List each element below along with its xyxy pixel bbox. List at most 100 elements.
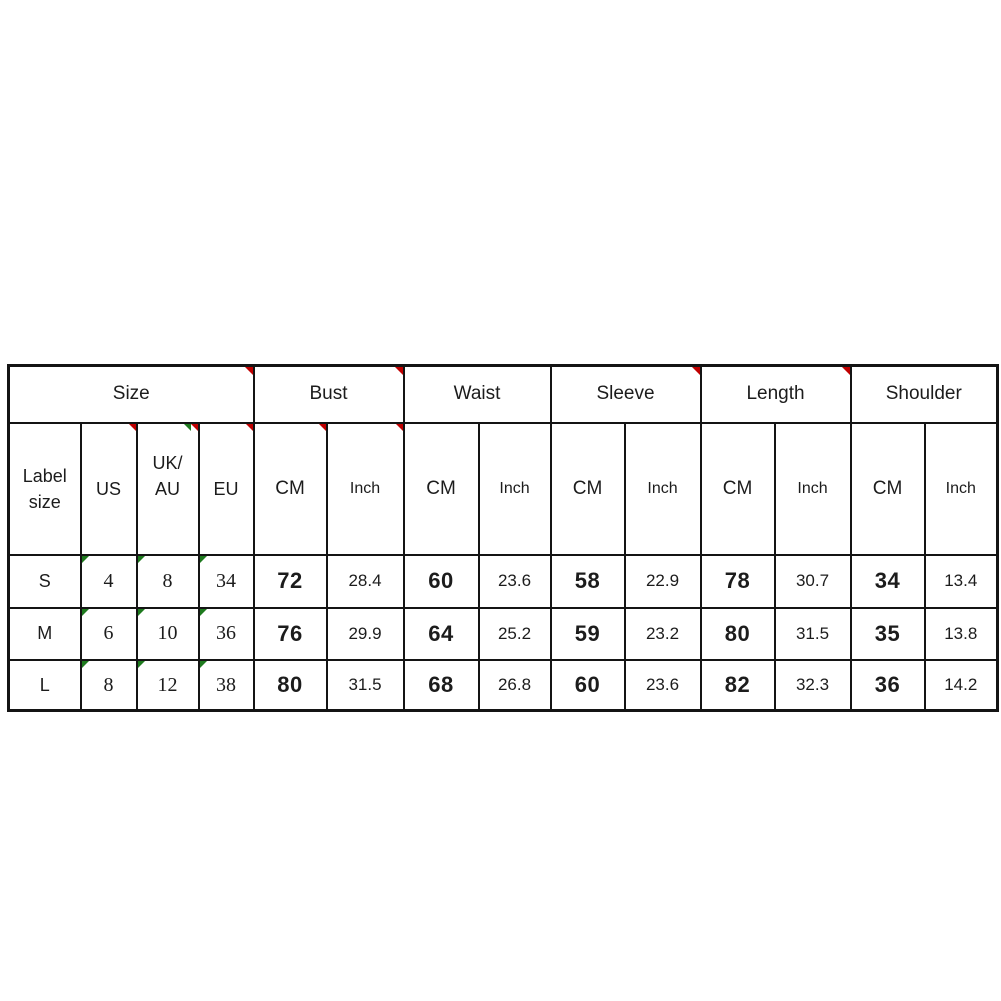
data-cell: 76 — [252, 606, 328, 661]
group-header-waist: Waist — [402, 364, 552, 424]
data-cell-value: 34 — [216, 569, 236, 592]
data-cell: 80 — [252, 658, 328, 712]
comment-marker-icon — [318, 424, 325, 431]
data-cell-value: 12 — [157, 673, 178, 696]
data-cell: 36 — [197, 606, 255, 661]
data-cell: 4 — [79, 553, 138, 609]
unit-header-eu: EU — [197, 421, 255, 556]
comment-marker-icon — [190, 424, 197, 431]
data-cell: 60 — [549, 658, 626, 712]
data-cell: 13.8 — [923, 606, 999, 661]
data-cell: 14.2 — [923, 658, 999, 712]
group-header-shoulder-label: Shoulder — [885, 383, 962, 405]
data-cell: 12 — [135, 658, 200, 712]
error-flag-icon — [200, 556, 207, 563]
unit-header-uk-au: UK/ AU — [135, 421, 200, 556]
size-chart-table: Size Bust Waist Sleeve Length Shoulder — [7, 364, 999, 713]
data-cell: 13.4 — [923, 553, 999, 609]
error-flag-icon — [82, 661, 89, 668]
data-cell: 23.2 — [623, 606, 702, 661]
error-flag-icon — [200, 609, 207, 616]
data-cell-value: 6 — [103, 622, 114, 645]
table-row-l: L 8 12 38 80 31.5 68 26.8 60 23.6 82 32.… — [7, 658, 999, 712]
error-flag-icon — [138, 609, 145, 616]
data-cell: 68 — [402, 658, 480, 712]
size-chart: Size Bust Waist Sleeve Length Shoulder — [7, 364, 999, 713]
comment-marker-icon — [245, 424, 252, 431]
data-cell: 32.3 — [773, 658, 852, 712]
data-cell: 30.7 — [773, 553, 852, 609]
data-cell: 80 — [699, 606, 776, 661]
data-cell: 36 — [849, 658, 926, 712]
data-cell-value: 8 — [103, 673, 114, 696]
data-cell: 72 — [252, 553, 328, 609]
unit-header-row: Label size US UK/ AU EU CM Inch — [7, 421, 999, 556]
data-cell: 34 — [849, 553, 926, 609]
unit-header-us: US — [79, 421, 138, 556]
data-cell: 10 — [135, 606, 200, 661]
data-cell: 23.6 — [623, 658, 702, 712]
data-cell: 58 — [549, 553, 626, 609]
row-label-m: M — [7, 606, 82, 661]
unit-header-shoulder-cm: CM — [849, 421, 926, 556]
unit-header-bust-cm-label: CM — [275, 477, 305, 499]
data-cell: 6 — [79, 606, 138, 661]
data-cell: 23.6 — [477, 553, 552, 609]
unit-header-waist-cm: CM — [402, 421, 480, 556]
unit-header-sleeve-cm: CM — [549, 421, 626, 556]
unit-header-label-size: Label size — [7, 421, 82, 556]
comment-marker-icon — [841, 367, 849, 375]
error-flag-icon — [138, 661, 145, 668]
unit-header-waist-inch: Inch — [477, 421, 552, 556]
unit-header-bust-inch: Inch — [325, 421, 405, 556]
unit-header-bust-inch-label: Inch — [349, 479, 381, 497]
data-cell-value: 10 — [157, 622, 178, 645]
comment-marker-icon — [691, 367, 699, 375]
unit-header-eu-label: EU — [213, 478, 239, 499]
data-cell: 38 — [197, 658, 255, 712]
data-cell: 78 — [699, 553, 776, 609]
unit-header-uk-au-label: UK/ AU — [152, 452, 183, 499]
comment-marker-icon — [394, 367, 402, 375]
group-header-shoulder: Shoulder — [849, 364, 999, 424]
error-flag-icon — [82, 609, 89, 616]
data-cell-value: 8 — [162, 569, 173, 592]
comment-marker-icon — [395, 424, 402, 431]
unit-header-sleeve-inch: Inch — [623, 421, 702, 556]
data-cell-value: 36 — [216, 622, 236, 645]
group-header-row: Size Bust Waist Sleeve Length Shoulder — [7, 364, 999, 424]
data-cell: 25.2 — [477, 606, 552, 661]
data-cell: 28.4 — [325, 553, 405, 609]
data-cell: 26.8 — [477, 658, 552, 712]
error-flag-icon — [200, 661, 207, 668]
data-cell: 34 — [197, 553, 255, 609]
data-cell: 31.5 — [325, 658, 405, 712]
data-cell: 82 — [699, 658, 776, 712]
row-label-s: S — [7, 553, 82, 609]
data-cell-value: 4 — [103, 569, 114, 592]
data-cell: 22.9 — [623, 553, 702, 609]
data-cell: 29.9 — [325, 606, 405, 661]
unit-header-length-cm: CM — [699, 421, 776, 556]
unit-header-length-inch: Inch — [773, 421, 852, 556]
group-header-bust: Bust — [252, 364, 405, 424]
data-cell: 35 — [849, 606, 926, 661]
comment-marker-icon — [244, 367, 252, 375]
data-cell: 8 — [135, 553, 200, 609]
data-cell: 60 — [402, 553, 480, 609]
error-flag-icon — [183, 424, 191, 431]
group-header-waist-label: Waist — [453, 383, 501, 405]
unit-header-us-label: US — [95, 478, 121, 499]
comment-marker-icon — [128, 424, 135, 431]
unit-header-shoulder-inch: Inch — [923, 421, 999, 556]
data-cell: 64 — [402, 606, 480, 661]
unit-header-bust-cm: CM — [252, 421, 328, 556]
group-header-sleeve-label: Sleeve — [596, 383, 655, 405]
table-row-s: S 4 8 34 72 28.4 60 23.6 58 22.9 78 30.7… — [7, 553, 999, 609]
group-header-length-label: Length — [746, 383, 805, 405]
data-cell: 8 — [79, 658, 138, 712]
row-label-l: L — [7, 658, 82, 712]
data-cell-value: 38 — [216, 673, 236, 696]
group-header-sleeve: Sleeve — [549, 364, 702, 424]
